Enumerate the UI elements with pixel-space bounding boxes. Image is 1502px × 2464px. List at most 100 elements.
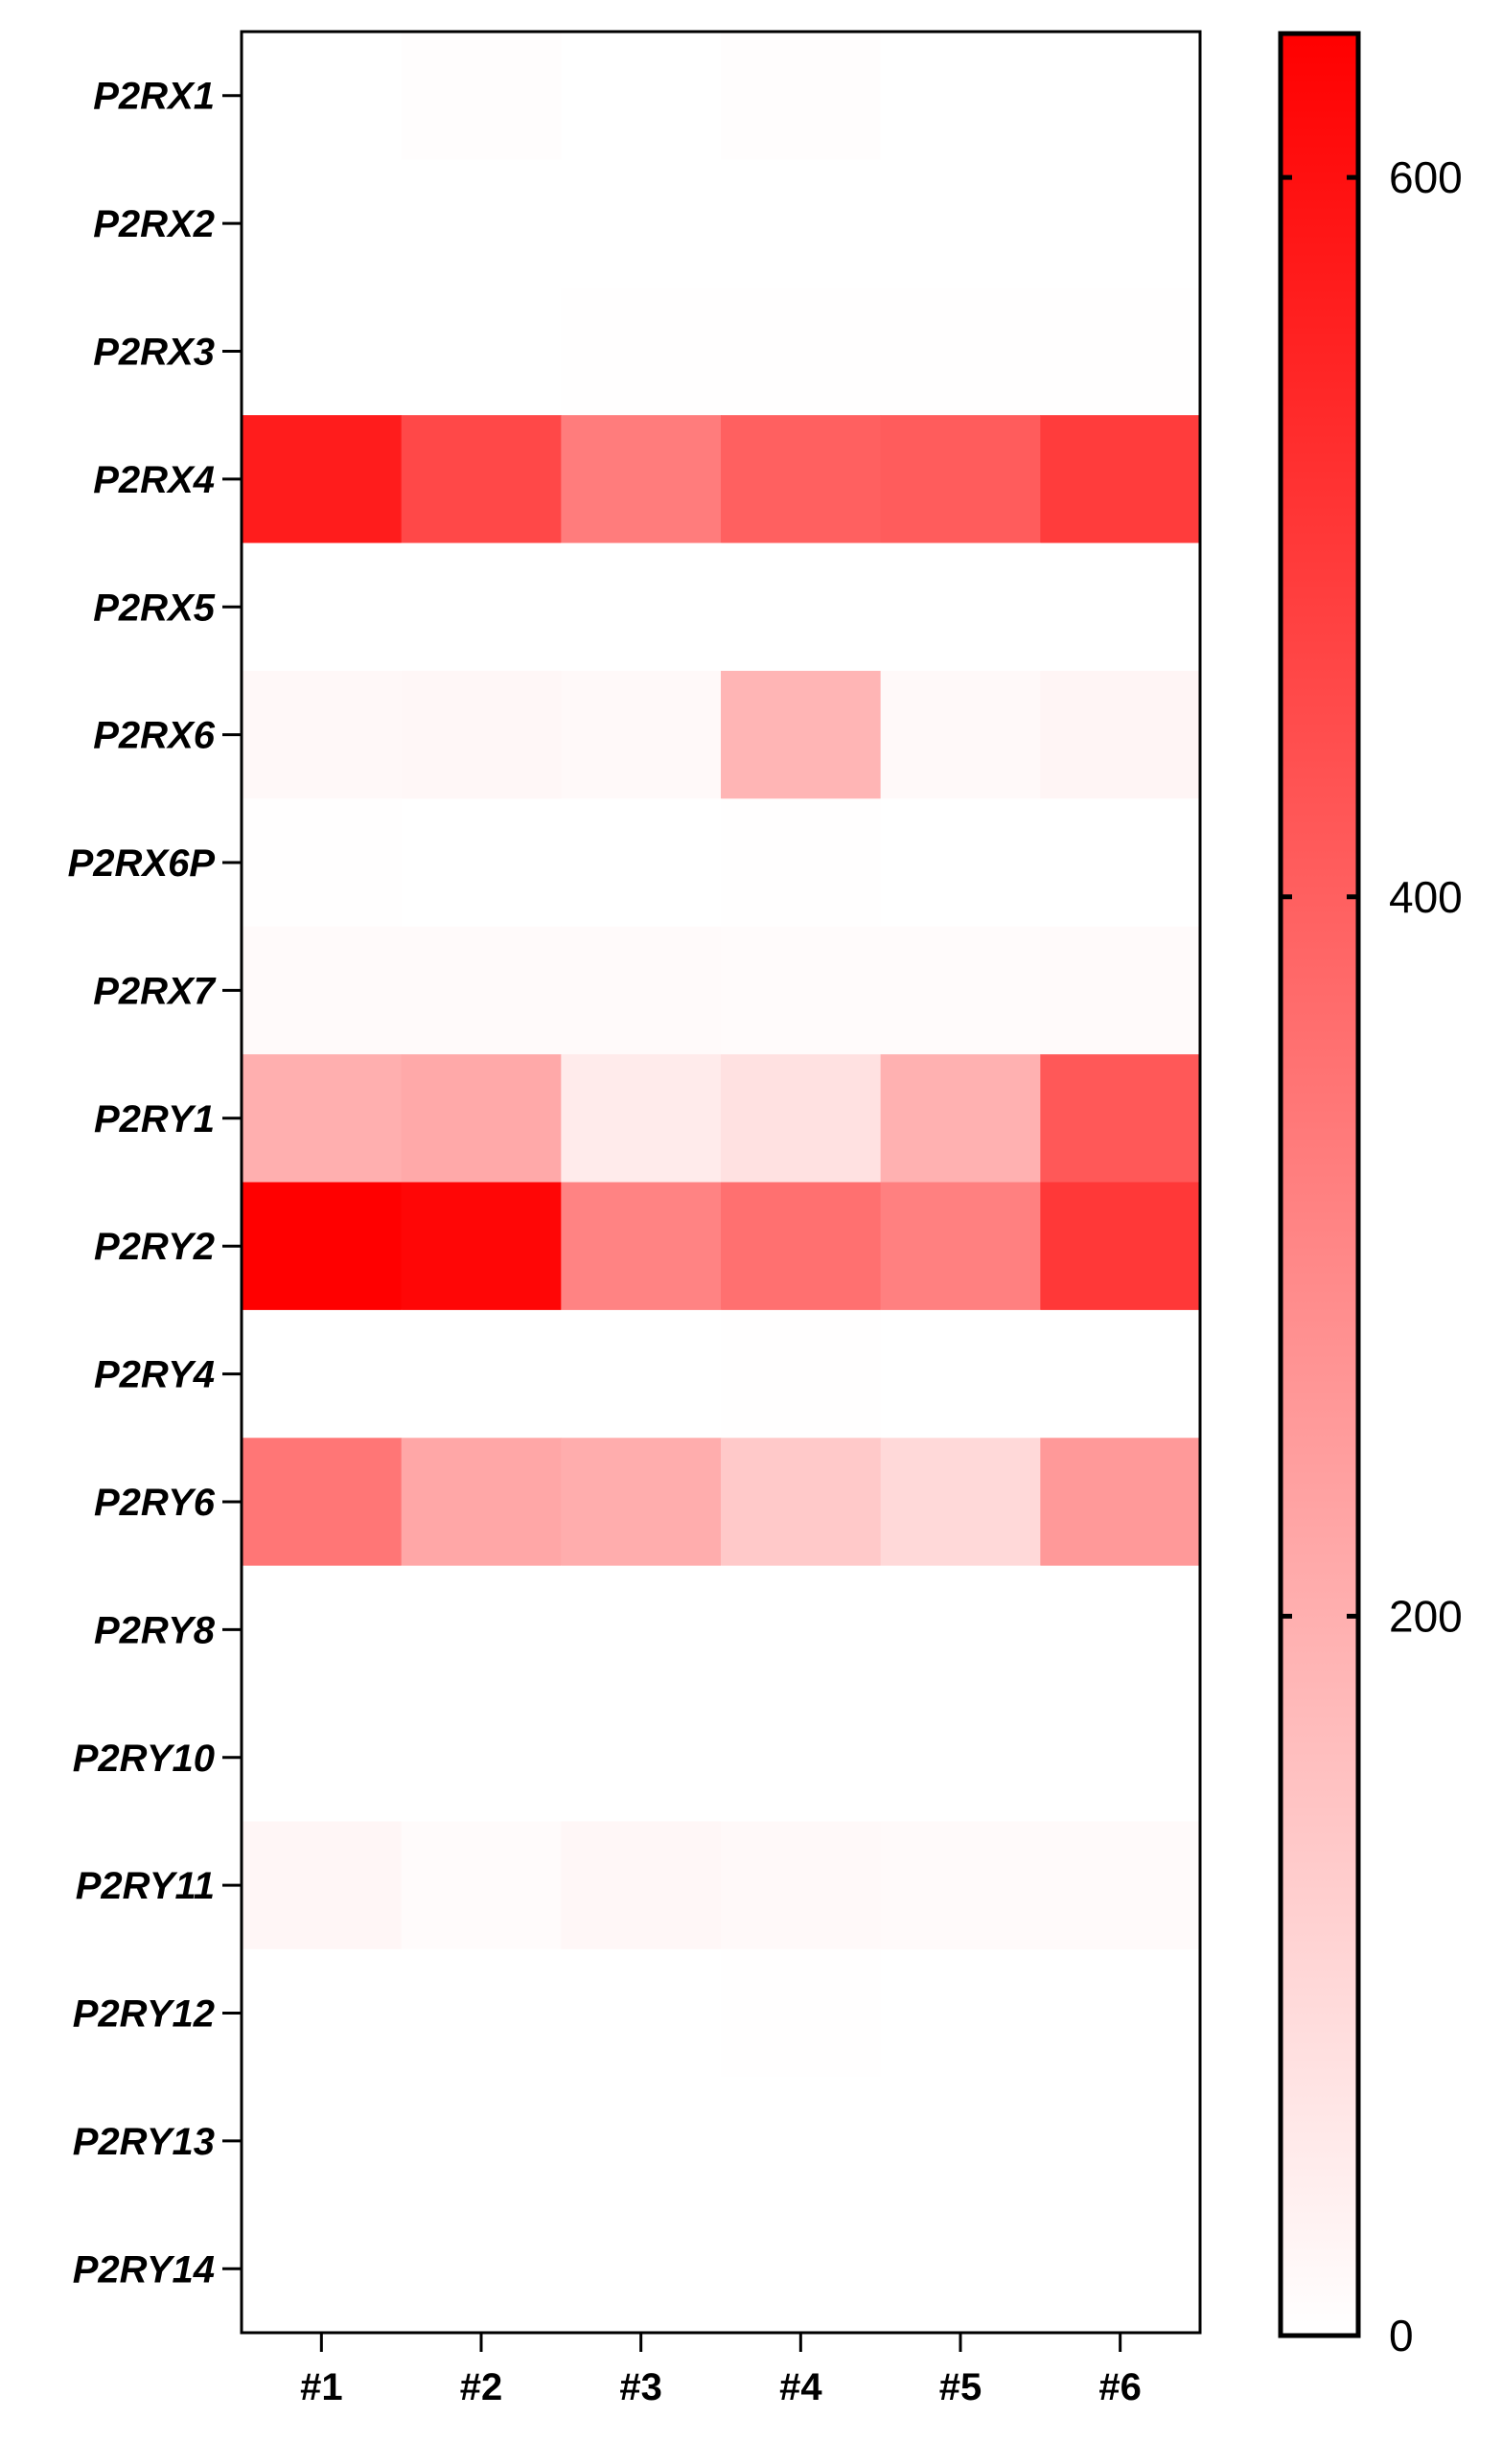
- y-tick-label: P2RX5: [93, 587, 215, 629]
- heatmap-cell: [1040, 415, 1201, 544]
- heatmap-cell: [1040, 287, 1201, 416]
- heatmap-cell: [880, 542, 1041, 672]
- y-tick-label: P2RY11: [76, 1865, 215, 1907]
- heatmap-cell: [561, 1565, 722, 1694]
- heatmap-cell: [1040, 32, 1201, 160]
- heatmap-cell: [1040, 670, 1201, 799]
- y-tick-label: P2RX2: [93, 203, 215, 245]
- y-tick-label: P2RY8: [94, 1609, 216, 1651]
- heatmap-cell: [880, 415, 1041, 544]
- heatmap-cell: [721, 1565, 882, 1694]
- heatmap-cell: [561, 1948, 722, 2078]
- heatmap-cell: [880, 1693, 1041, 1822]
- heatmap-cell: [880, 1054, 1041, 1183]
- x-tick-label: #3: [619, 2366, 662, 2408]
- heatmap-cell: [1040, 1565, 1201, 1694]
- heatmap-cell: [721, 32, 882, 160]
- heatmap-cell: [561, 542, 722, 672]
- heatmap-cell: [242, 798, 403, 928]
- heatmap-cell: [1040, 1182, 1201, 1311]
- x-tick-label: #1: [300, 2366, 343, 2408]
- heatmap-cell: [401, 1309, 562, 1439]
- heatmap-cell: [1040, 1054, 1201, 1183]
- heatmap-cell: [1040, 1693, 1201, 1822]
- heatmap-cell: [401, 542, 562, 672]
- y-tick-label: P2RY13: [73, 2121, 215, 2163]
- heatmap-cell: [721, 798, 882, 928]
- heatmap-cell: [242, 1948, 403, 2078]
- heatmap-cell: [561, 670, 722, 799]
- y-tick-label: P2RY12: [73, 1993, 215, 2036]
- heatmap-cell: [242, 32, 403, 160]
- heatmap-cell: [721, 1054, 882, 1183]
- heatmap-cell: [561, 1309, 722, 1439]
- heatmap-cell: [401, 1693, 562, 1822]
- y-axis: P2RX1 P2RX2 P2RX3 P2RX4 P2RX5 P2RX6 P2RX6P P2RX…: [68, 76, 242, 2291]
- heatmap-cell: [880, 1182, 1041, 1311]
- colorbar-axis: 0 200 400 600: [1281, 152, 1463, 2360]
- heatmap-cell: [1040, 1309, 1201, 1439]
- heatmap-cell: [242, 1309, 403, 1439]
- heatmap-cell: [880, 670, 1041, 799]
- heatmap-cell: [880, 2077, 1041, 2206]
- heatmap-cell: [401, 926, 562, 1055]
- heatmap-cell: [880, 1821, 1041, 1950]
- heatmap-cell: [561, 415, 722, 544]
- y-tick-label: P2RY2: [94, 1226, 215, 1268]
- heatmap-cell: [880, 1565, 1041, 1694]
- colorbar-tick-label: 0: [1389, 2311, 1414, 2360]
- heatmap-cell: [561, 1438, 722, 1567]
- heatmap-cell: [401, 1565, 562, 1694]
- heatmap-cell: [1040, 542, 1201, 672]
- heatmap-cell: [401, 159, 562, 288]
- heatmap-cell: [401, 2077, 562, 2206]
- heatmap-cell: [880, 287, 1041, 416]
- heatmap-cell: [1040, 159, 1201, 288]
- heatmap-cell: [880, 2204, 1041, 2334]
- heatmap-cell: [880, 926, 1041, 1055]
- heatmap-cell: [721, 542, 882, 672]
- y-tick-label: P2RX1: [93, 76, 215, 118]
- heatmap-cell: [561, 32, 722, 160]
- heatmap-cell: [880, 159, 1041, 288]
- heatmap-cell: [721, 670, 882, 799]
- colorbar-tick-label: 400: [1389, 872, 1463, 922]
- heatmap-cell: [242, 1182, 403, 1311]
- heatmap-cell: [721, 1182, 882, 1311]
- heatmap-cell: [721, 1309, 882, 1439]
- heatmap-cell: [401, 415, 562, 544]
- heatmap-cell: [561, 159, 722, 288]
- heatmap-cell: [401, 1948, 562, 2078]
- heatmap-cell: [242, 670, 403, 799]
- heatmap-cell: [561, 1054, 722, 1183]
- y-tick-label: P2RX7: [93, 970, 216, 1012]
- heatmap-cell: [401, 1821, 562, 1950]
- heatmap-cell: [401, 32, 562, 160]
- x-tick-label: #6: [1098, 2366, 1142, 2408]
- y-tick-label: P2RY10: [73, 1738, 215, 1780]
- heatmap-cell: [721, 159, 882, 288]
- heatmap-cell: [561, 1821, 722, 1950]
- heatmap-cell: [721, 926, 882, 1055]
- heatmap-cell: [721, 2077, 882, 2206]
- heatmap-cell: [401, 670, 562, 799]
- colorbar: [1278, 31, 1361, 2338]
- heatmap-cell: [242, 1821, 403, 1950]
- x-axis: #1 #2 #3 #4 #5 #6: [300, 2333, 1142, 2408]
- y-tick-label: P2RX6P: [68, 842, 216, 885]
- heatmap-cell: [242, 159, 403, 288]
- heatmap-cell: [1040, 2077, 1201, 2206]
- heatmap-cell: [880, 1948, 1041, 2078]
- y-tick-label: P2RY4: [94, 1354, 215, 1396]
- heatmap-cell: [401, 2204, 562, 2334]
- y-tick-label: P2RX6: [93, 715, 215, 757]
- heatmap-cell: [401, 1438, 562, 1567]
- heatmap-cell: [880, 798, 1041, 928]
- heatmap-cell: [401, 1182, 562, 1311]
- heatmap-cell: [1040, 926, 1201, 1055]
- heatmap-cell: [242, 542, 403, 672]
- heatmap-cell: [242, 926, 403, 1055]
- heatmap-cell: [1040, 1438, 1201, 1567]
- heatmap-cell: [401, 798, 562, 928]
